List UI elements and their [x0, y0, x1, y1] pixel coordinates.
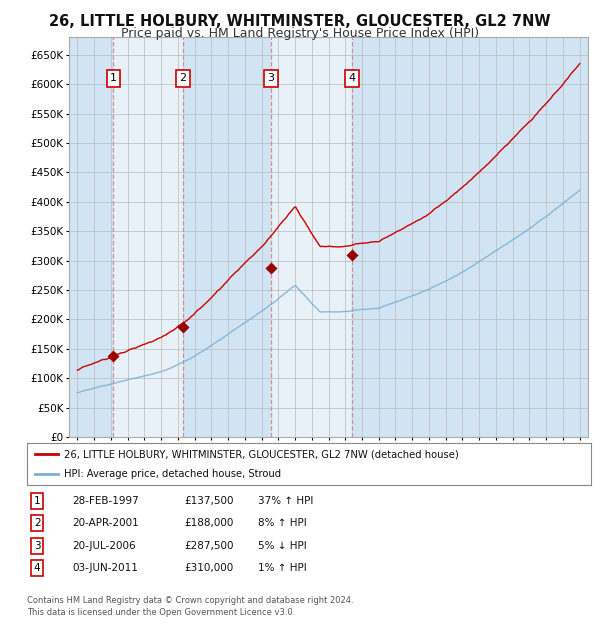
Text: 20-APR-2001: 20-APR-2001 [72, 518, 139, 528]
Bar [69, 37, 113, 437]
Bar [183, 37, 271, 437]
Text: 1: 1 [110, 73, 117, 83]
Text: Contains HM Land Registry data © Crown copyright and database right 2024.
This d: Contains HM Land Registry data © Crown c… [27, 596, 353, 617]
Text: 1% ↑ HPI: 1% ↑ HPI [258, 563, 307, 573]
Text: 03-JUN-2011: 03-JUN-2011 [72, 563, 138, 573]
Text: £310,000: £310,000 [185, 563, 234, 573]
Text: 4: 4 [349, 73, 356, 83]
Text: 3: 3 [34, 541, 41, 551]
Text: 26, LITTLE HOLBURY, WHITMINSTER, GLOUCESTER, GL2 7NW (detached house): 26, LITTLE HOLBURY, WHITMINSTER, GLOUCES… [64, 449, 458, 459]
Text: £287,500: £287,500 [185, 541, 234, 551]
Text: 26, LITTLE HOLBURY, WHITMINSTER, GLOUCESTER, GL2 7NW: 26, LITTLE HOLBURY, WHITMINSTER, GLOUCES… [49, 14, 551, 29]
Text: 20-JUL-2006: 20-JUL-2006 [72, 541, 136, 551]
Text: 5% ↓ HPI: 5% ↓ HPI [258, 541, 307, 551]
Text: 4: 4 [34, 563, 41, 573]
Text: 2: 2 [34, 518, 41, 528]
Text: HPI: Average price, detached house, Stroud: HPI: Average price, detached house, Stro… [64, 469, 281, 479]
Text: 2: 2 [179, 73, 187, 83]
Text: 1: 1 [34, 496, 41, 506]
Text: 28-FEB-1997: 28-FEB-1997 [72, 496, 139, 506]
Text: Price paid vs. HM Land Registry's House Price Index (HPI): Price paid vs. HM Land Registry's House … [121, 27, 479, 40]
Text: 37% ↑ HPI: 37% ↑ HPI [258, 496, 313, 506]
Text: 8% ↑ HPI: 8% ↑ HPI [258, 518, 307, 528]
Bar [352, 37, 588, 437]
Text: £188,000: £188,000 [185, 518, 234, 528]
Text: 3: 3 [267, 73, 274, 83]
Text: £137,500: £137,500 [185, 496, 234, 506]
